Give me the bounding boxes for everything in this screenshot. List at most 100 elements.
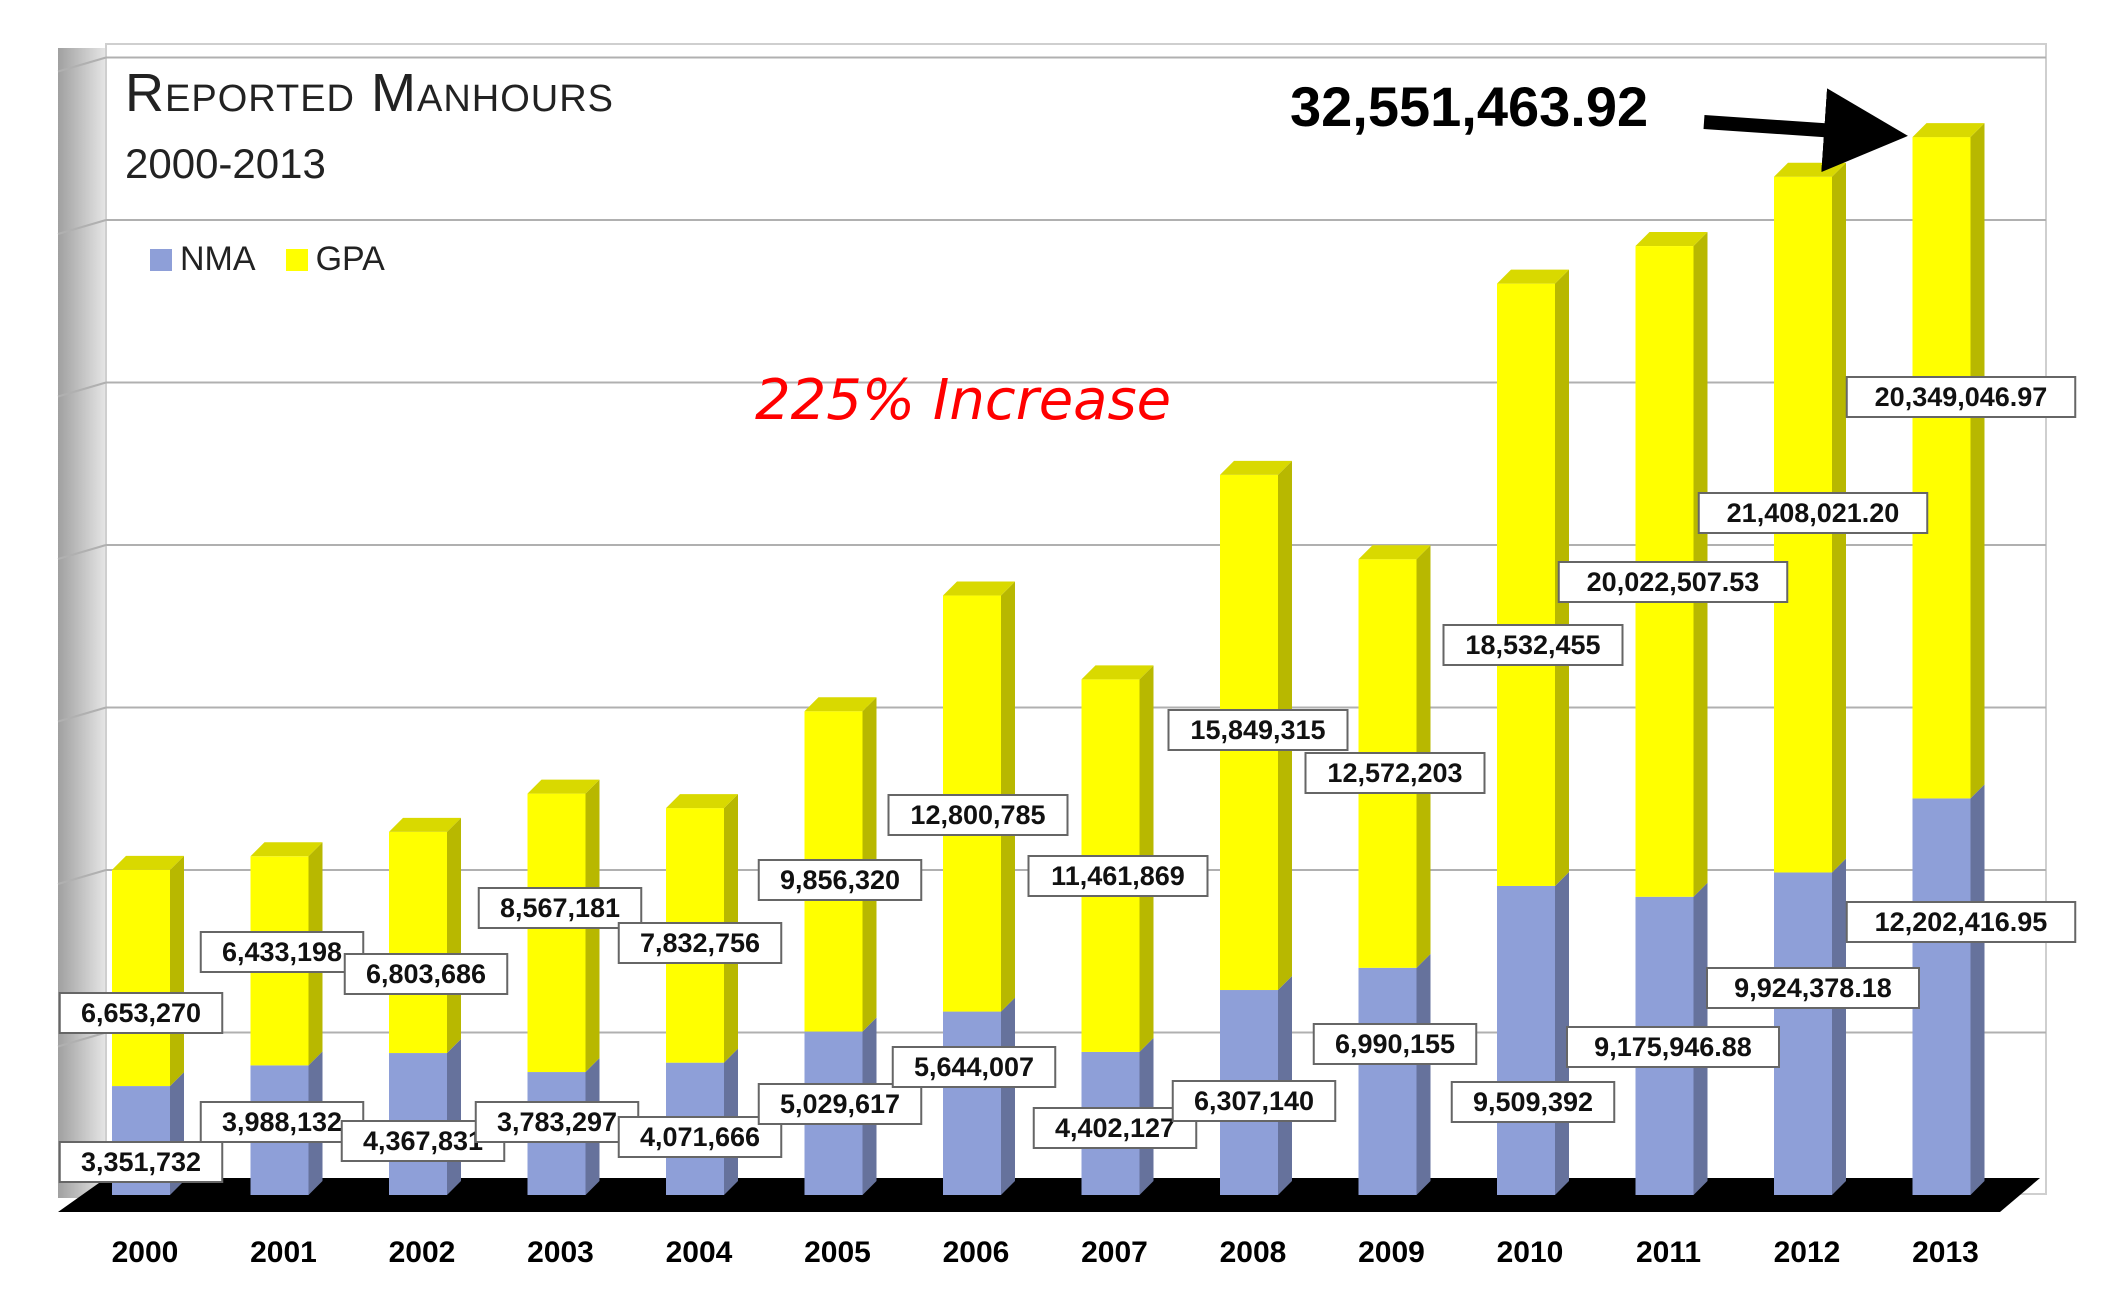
svg-text:15,849,315: 15,849,315 [1190, 715, 1325, 745]
bar-gpa-2011-top [1635, 232, 1708, 247]
svg-text:21,408,021.20: 21,408,021.20 [1727, 498, 1900, 528]
x-tick-2012: 2012 [1774, 1236, 1841, 1269]
gridline-wall [57, 1031, 107, 1048]
label-nma-2005: 5,029,617 [757, 1083, 923, 1125]
x-tick-2006: 2006 [943, 1236, 1010, 1269]
svg-text:6,307,140: 6,307,140 [1194, 1086, 1314, 1116]
svg-text:9,509,392: 9,509,392 [1473, 1087, 1593, 1117]
svg-text:3,783,297: 3,783,297 [497, 1107, 617, 1137]
label-gpa-2008: 15,849,315 [1167, 709, 1349, 751]
svg-text:20,349,046.97: 20,349,046.97 [1875, 382, 2048, 412]
legend-swatch-nma [150, 248, 172, 271]
bar-gpa-2013-side [1970, 123, 1985, 799]
svg-text:9,856,320: 9,856,320 [780, 865, 900, 895]
svg-text:4,402,127: 4,402,127 [1055, 1113, 1175, 1143]
chart-back-wall [58, 43, 2047, 1198]
x-tick-2001: 2001 [250, 1236, 317, 1269]
bar-gpa-2000-front [112, 869, 170, 1087]
svg-text:12,572,203: 12,572,203 [1327, 758, 1462, 788]
bar-gpa-2006-top [943, 581, 1015, 596]
bar-gpa-2000-top [112, 855, 184, 870]
label-nma-2003: 3,783,297 [474, 1101, 640, 1143]
svg-text:6,653,270: 6,653,270 [81, 998, 201, 1028]
bar-nma-2013-front [1912, 798, 1971, 1195]
x-tick-labels: 2000 2001 2002 2003 2004 2005 2006 2007 2008 2009… [112, 1236, 1979, 1269]
chart-floor [58, 1178, 2040, 1212]
legend-label-gpa: GPA [315, 240, 385, 278]
x-tick-2011: 2011 [1636, 1236, 1701, 1269]
x-tick-2004: 2004 [666, 1236, 733, 1269]
label-gpa-2013: 20,349,046.97 [1845, 376, 2077, 418]
total-annotation: 32,551,463.92 [1290, 75, 1649, 138]
label-gpa-2012: 21,408,021.20 [1697, 492, 1929, 534]
label-nma-2000: 3,351,732 [58, 1141, 224, 1183]
label-nma-2009: 6,990,155 [1312, 1023, 1478, 1065]
gridline-wall [57, 56, 107, 73]
svg-text:6,990,155: 6,990,155 [1335, 1029, 1455, 1059]
svg-text:3,351,732: 3,351,732 [81, 1147, 201, 1177]
label-nma-2012: 9,924,378.18 [1706, 967, 1920, 1009]
svg-text:4,071,666: 4,071,666 [640, 1122, 760, 1152]
svg-text:12,800,785: 12,800,785 [910, 800, 1045, 830]
legend-item-nma: NMA [150, 240, 256, 279]
chart-subtitle: 2000-2013 [125, 140, 326, 187]
label-gpa-2011: 20,022,507.53 [1557, 561, 1789, 603]
gridline-wall [57, 219, 107, 235]
legend-item-gpa: GPA [285, 240, 385, 279]
bar-nma-2006-front [943, 1011, 1001, 1195]
x-tick-2008: 2008 [1220, 1236, 1287, 1269]
bar-nma-2009-front [1358, 967, 1417, 1195]
bar-nma-2002-side [447, 1039, 461, 1195]
bar-gpa-2008-top [1220, 460, 1292, 475]
total-arrow [1703, 88, 1908, 173]
label-nma-2006: 5,644,007 [891, 1046, 1057, 1088]
label-nma-2010: 9,509,392 [1450, 1081, 1616, 1123]
x-tick-2009: 2009 [1358, 1236, 1425, 1269]
bar-gpa-2010-top [1497, 269, 1569, 284]
svg-text:5,029,617: 5,029,617 [780, 1089, 900, 1119]
bar-gpa-2003-top [527, 779, 600, 794]
gridline-wall [57, 381, 107, 398]
bar-gpa-2002-front [389, 831, 447, 1054]
arrow-line [1703, 88, 1908, 173]
gridline-wall [57, 706, 107, 723]
label-nma-2007: 4,402,127 [1032, 1107, 1198, 1149]
svg-text:9,924,378.18: 9,924,378.18 [1734, 973, 1892, 1003]
label-nma-2001: 3,988,132 [199, 1101, 365, 1143]
legend: NMA GPA [150, 240, 415, 279]
bar-nma-2006-side [1001, 997, 1015, 1195]
label-gpa-2001: 6,433,198 [199, 931, 365, 973]
gridline-wall [57, 869, 107, 885]
bar-nma-2013-side [1970, 784, 1985, 1195]
chart-title: Reported Manhours [125, 63, 615, 123]
bar-gpa-2003-front [527, 793, 586, 1073]
x-tick-2013: 2013 [1912, 1236, 1979, 1269]
svg-text:9,175,946.88: 9,175,946.88 [1594, 1032, 1752, 1062]
svg-text:8,567,181: 8,567,181 [500, 893, 620, 923]
x-tick-2007: 2007 [1081, 1236, 1148, 1269]
label-gpa-2007: 11,461,869 [1027, 855, 1209, 897]
bar-gpa-2007-top [1081, 665, 1154, 680]
label-gpa-2004: 7,832,756 [617, 922, 783, 964]
label-gpa-2010: 18,532,455 [1442, 624, 1624, 666]
label-nma-2011: 9,175,946.88 [1566, 1026, 1780, 1068]
svg-text:3,988,132: 3,988,132 [222, 1107, 342, 1137]
svg-text:11,461,869: 11,461,869 [1051, 861, 1185, 891]
bar-nma-2010-front [1497, 885, 1555, 1195]
label-gpa-2006: 12,800,785 [887, 794, 1069, 836]
svg-text:6,803,686: 6,803,686 [366, 959, 486, 989]
x-tick-2010: 2010 [1497, 1236, 1564, 1269]
data-labels: 3,351,732 3,988,132 4,367,831 3,783,297 4,07… [58, 376, 2077, 1183]
x-tick-2002: 2002 [389, 1236, 456, 1269]
gridline-wall [57, 544, 107, 560]
label-gpa-2009: 12,572,203 [1304, 752, 1486, 794]
bar-gpa-2013-front [1912, 137, 1971, 799]
svg-text:12,202,416.95: 12,202,416.95 [1875, 907, 2048, 937]
bar-gpa-2005-top [804, 697, 877, 712]
label-gpa-2005: 9,856,320 [757, 859, 923, 901]
x-tick-2003: 2003 [527, 1236, 594, 1269]
legend-label-nma: NMA [180, 240, 256, 278]
bar-gpa-2000-side [170, 855, 184, 1087]
bar-gpa-2002-top [389, 817, 461, 832]
